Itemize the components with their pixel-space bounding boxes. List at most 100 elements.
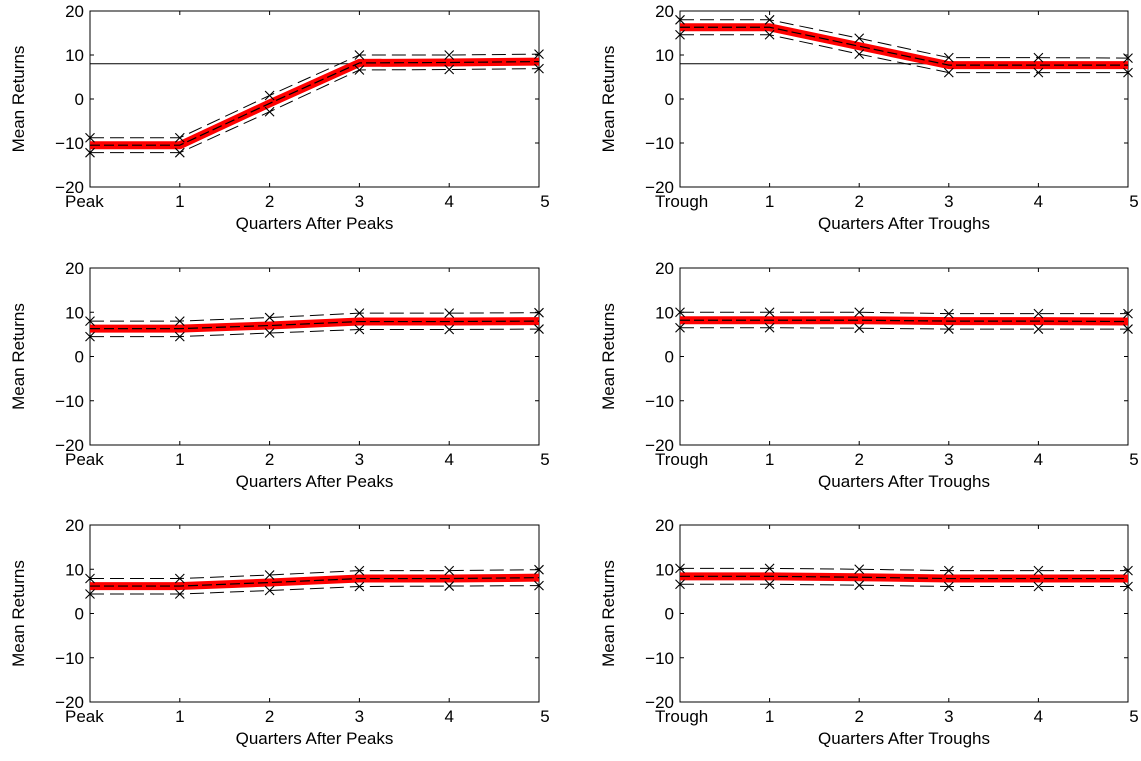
y-tick-label: 20 (655, 2, 674, 21)
x-tick-label: 2 (854, 192, 863, 211)
x-tick-label: 3 (355, 707, 364, 726)
y-tick-label: 0 (75, 90, 84, 109)
y-axis-label: Mean Returns (9, 303, 28, 410)
x-axis-label: Quarters After Peaks (236, 729, 394, 748)
lower-band-marker (675, 579, 685, 590)
x-axis-label: Quarters After Troughs (818, 729, 990, 748)
y-tick-label: −20 (645, 436, 674, 455)
y-tick-label: −20 (645, 178, 674, 197)
y-tick-label: 10 (65, 303, 84, 322)
lower-band-line (680, 583, 1128, 588)
y-tick-label: 20 (65, 516, 84, 535)
x-tick-label: Peak (65, 450, 104, 469)
upper-band-marker (1123, 308, 1133, 319)
x-tick-label: 3 (355, 192, 364, 211)
lower-band-marker (675, 322, 685, 333)
y-tick-label: 0 (665, 348, 674, 367)
y-tick-label: −20 (55, 436, 84, 455)
x-tick-label: 4 (1034, 707, 1043, 726)
lower-band-marker (264, 106, 275, 117)
plot-frame (679, 10, 1129, 188)
lower-band-marker (174, 331, 185, 342)
upper-band-marker (444, 50, 455, 60)
upper-band-marker (943, 52, 954, 63)
upper-band-marker (675, 14, 685, 25)
upper-band-marker (354, 50, 365, 60)
y-tick-label: −10 (645, 649, 674, 668)
mean-series-centerline (90, 61, 540, 146)
y-tick-label: 0 (665, 605, 674, 624)
lower-band-line (90, 68, 540, 154)
lower-band-marker (943, 67, 954, 78)
y-tick-label: −20 (55, 693, 84, 712)
upper-band-line (680, 311, 1128, 315)
upper-band-marker (264, 312, 275, 323)
x-tick-label: 1 (175, 707, 184, 726)
upper-band-marker (764, 307, 775, 318)
lower-band-marker (764, 29, 775, 40)
y-tick-label: 20 (655, 516, 674, 535)
x-tick-label: 4 (444, 707, 453, 726)
upper-band-marker (943, 308, 954, 319)
y-tick-label: 10 (655, 303, 674, 322)
upper-band-marker (1123, 565, 1133, 576)
x-axis-label: Quarters After Peaks (236, 472, 394, 491)
chart-panel-troughs-2: −20 −10 0 10 20 Trough 1 2 3 4 5 Quarters After Tro… (599, 259, 1139, 491)
y-tick-label: −10 (55, 649, 84, 668)
lower-band-marker (534, 580, 544, 591)
y-tick-label: −20 (645, 693, 674, 712)
lower-band-marker (174, 589, 185, 599)
lower-band-marker (354, 324, 365, 335)
lower-band-marker (854, 323, 865, 334)
x-tick-label: 5 (1129, 707, 1138, 726)
chart-panel-troughs-1: −20 −10 0 10 20 Trough 1 2 3 4 5 Quarters After Tro… (599, 2, 1139, 233)
x-tick-label: Peak (65, 707, 104, 726)
y-tick-label: 20 (65, 2, 84, 21)
lower-band-marker (354, 581, 365, 592)
lower-band-line (680, 34, 1128, 74)
lower-band-marker (354, 65, 365, 75)
lower-band-marker (444, 324, 455, 335)
y-axis-label: Mean Returns (9, 46, 28, 153)
mean-series-centerline (680, 319, 1129, 323)
y-axis-label: Mean Returns (599, 560, 618, 667)
x-tick-label: 2 (265, 707, 274, 726)
upper-band-line (680, 567, 1128, 572)
upper-band-marker (444, 565, 455, 576)
lower-band-line (90, 585, 540, 595)
chart-panel-troughs-3: −20 −10 0 10 20 Trough 1 2 3 4 5 Quarters After Tro… (599, 516, 1139, 748)
x-tick-label: 2 (854, 450, 863, 469)
y-tick-label: 20 (65, 259, 84, 278)
upper-band-marker (764, 563, 775, 574)
upper-band-marker (85, 132, 95, 143)
x-tick-label: 5 (540, 707, 549, 726)
x-tick-label: 1 (765, 192, 774, 211)
lower-band-marker (534, 324, 544, 334)
x-tick-label: 4 (444, 192, 453, 211)
chart-panel-peaks-2: −20 −10 0 10 20 Peak 1 2 3 4 5 Quarters After Peaks… (9, 259, 550, 491)
upper-band-marker (764, 14, 775, 25)
lower-band-marker (174, 147, 185, 158)
lower-band-marker (85, 331, 95, 342)
lower-band-line (90, 328, 540, 338)
upper-band-marker (174, 316, 185, 326)
lower-band-marker (1123, 581, 1133, 592)
upper-band-marker (1123, 53, 1133, 63)
x-tick-label: 1 (175, 450, 184, 469)
upper-band-marker (1033, 308, 1044, 319)
lower-band-marker (444, 64, 455, 75)
upper-band-marker (943, 565, 954, 576)
y-axis-label: Mean Returns (599, 46, 618, 153)
mean-series-centerline (90, 320, 540, 330)
x-tick-label: 4 (1034, 192, 1043, 211)
upper-band-marker (174, 573, 185, 584)
plot-frame (89, 10, 540, 188)
y-tick-label: 10 (65, 560, 84, 579)
lower-band-marker (943, 324, 954, 334)
x-tick-label: 3 (944, 450, 953, 469)
upper-band-marker (264, 90, 275, 101)
upper-band-line (90, 569, 540, 580)
y-tick-label: −10 (645, 134, 674, 153)
upper-band-marker (85, 573, 95, 584)
